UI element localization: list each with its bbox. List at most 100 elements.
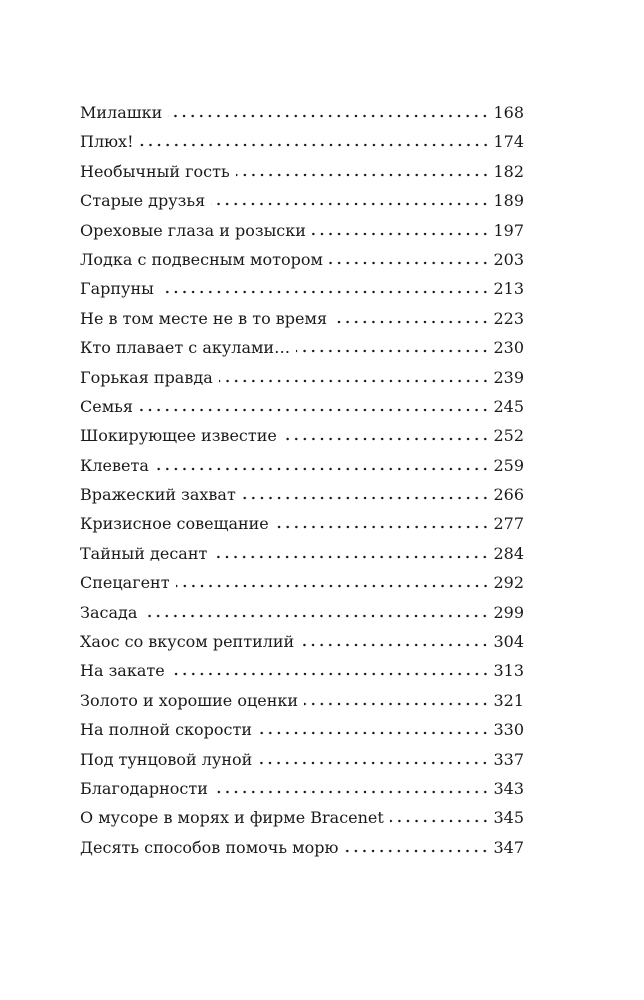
toc-entry: Кто плавает с акулами… 230 xyxy=(80,333,524,362)
dot-leader xyxy=(344,848,490,853)
toc-entry-page: 197 xyxy=(493,220,524,240)
toc-entry-page: 347 xyxy=(493,837,524,857)
toc-entry-page: 304 xyxy=(493,632,524,652)
toc-entry-title: О мусоре в морях и фирме Bracenet xyxy=(80,808,384,828)
toc-entry: Необычный гость 182 xyxy=(80,157,524,186)
toc-entry-page: 345 xyxy=(493,808,524,828)
dot-leader xyxy=(218,378,490,383)
toc-entry: Золото и хорошие оценки 321 xyxy=(80,686,524,715)
toc-entry-title: Золото и хорошие оценки xyxy=(80,690,299,710)
toc-entry-title: На закате xyxy=(80,661,165,681)
toc-entry-page: 292 xyxy=(493,573,524,593)
toc-entry-title: Необычный гость xyxy=(80,161,230,181)
toc-entry-page: 239 xyxy=(493,367,524,387)
toc-entry: Старые друзья 189 xyxy=(80,186,524,215)
toc-entry: Спецагент 292 xyxy=(80,568,524,597)
dot-leader xyxy=(241,496,490,501)
toc-entry-title: На полной скорости xyxy=(80,720,253,740)
toc-entry-page: 266 xyxy=(493,485,524,505)
dot-leader xyxy=(175,584,490,589)
toc-entry-title: Спецагент xyxy=(80,573,170,593)
toc-entry: Лодка с подвесным мотором 203 xyxy=(80,245,524,274)
dot-leader xyxy=(154,466,490,471)
toc-entry-title: Под тунцовой луной xyxy=(80,749,253,769)
toc-entry-page: 252 xyxy=(493,426,524,446)
toc-entry-page: 245 xyxy=(493,396,524,416)
toc-entry-title: Ореховые глаза и розыски xyxy=(80,220,306,240)
toc-entry: На полной скорости 330 xyxy=(80,715,524,744)
dot-leader xyxy=(213,554,490,559)
dot-leader xyxy=(333,319,490,324)
toc-entry-title: Не в том месте не в то время xyxy=(80,308,328,328)
dot-leader xyxy=(235,172,490,177)
toc-entry: Десять способов помочь морю 347 xyxy=(80,833,524,862)
toc-entry-title: Гарпуны xyxy=(80,279,154,299)
toc-entry: Гарпуны 213 xyxy=(80,274,524,303)
dot-leader xyxy=(213,789,490,794)
dot-leader xyxy=(159,290,490,295)
toc-entry-title: Кто плавает с акулами… xyxy=(80,338,291,358)
toc-entry: Ореховые глаза и розыски 197 xyxy=(80,216,524,245)
toc-entry-page: 223 xyxy=(493,308,524,328)
toc-entry-title: Засада xyxy=(80,602,138,622)
toc-entry-title: Клевета xyxy=(80,455,149,475)
toc-entry-page: 337 xyxy=(493,749,524,769)
toc-entry-page: 168 xyxy=(493,103,524,122)
toc-entry-title: Плюх! xyxy=(80,132,134,152)
dot-leader xyxy=(143,613,490,618)
toc-entry-page: 299 xyxy=(493,602,524,622)
toc-entry-title: Семья xyxy=(80,396,133,416)
toc-entry-page: 277 xyxy=(493,514,524,534)
toc-entry: Не в том месте не в то время 223 xyxy=(80,304,524,333)
dot-leader xyxy=(304,701,490,706)
toc-entry-title: Шокирующее известие xyxy=(80,426,277,446)
toc-entry-title: Старые друзья xyxy=(80,191,206,211)
dot-leader xyxy=(170,672,490,677)
toc-entry-page: 230 xyxy=(493,338,524,358)
dot-leader xyxy=(274,525,490,530)
toc-entry-page: 189 xyxy=(493,191,524,211)
toc-entry: О мусоре в морях и фирме Bracenet 345 xyxy=(80,803,524,832)
toc-entry: Вражеский захват 266 xyxy=(80,480,524,509)
dot-leader xyxy=(389,819,490,824)
dot-leader xyxy=(296,349,490,354)
dot-leader xyxy=(258,731,490,736)
toc-entry: Клевета 259 xyxy=(80,451,524,480)
toc-entry-page: 203 xyxy=(493,249,524,269)
dot-leader xyxy=(300,643,490,648)
table-of-contents: Милашки 168 Плюх! 174 Необычный гость 182 Стар… xyxy=(80,98,524,862)
dot-leader xyxy=(168,114,490,118)
toc-entry-title: Тайный десант xyxy=(80,543,208,563)
toc-entry-page: 174 xyxy=(493,132,524,152)
toc-entry-page: 182 xyxy=(493,161,524,181)
toc-entry-title: Хаос со вкусом рептилий xyxy=(80,632,295,652)
toc-entry-page: 343 xyxy=(493,778,524,798)
toc-entry-page: 321 xyxy=(493,690,524,710)
toc-entry: Благодарности 343 xyxy=(80,774,524,803)
toc-entry: На закате 313 xyxy=(80,656,524,685)
toc-entry-page: 313 xyxy=(493,661,524,681)
dot-leader xyxy=(138,407,490,412)
toc-entry-title: Вражеский захват xyxy=(80,485,236,505)
toc-entry: Тайный десант 284 xyxy=(80,539,524,568)
dot-leader xyxy=(211,202,490,207)
toc-entry: Милашки 168 xyxy=(80,98,524,127)
toc-entry: Под тунцовой луной 337 xyxy=(80,745,524,774)
toc-entry-title: Лодка с подвесным мотором xyxy=(80,249,323,269)
toc-entry-page: 259 xyxy=(493,455,524,475)
dot-leader xyxy=(328,260,490,265)
toc-entry: Хаос со вкусом рептилий 304 xyxy=(80,627,524,656)
dot-leader xyxy=(311,231,490,236)
toc-entry-title: Милашки xyxy=(80,103,163,122)
dot-leader xyxy=(139,143,490,148)
toc-entry-title: Горькая правда xyxy=(80,367,213,387)
toc-entry: Плюх! 174 xyxy=(80,127,524,156)
toc-entry-title: Благодарности xyxy=(80,778,208,798)
toc-entry: Горькая правда 239 xyxy=(80,363,524,392)
toc-entry: Шокирующее известие 252 xyxy=(80,421,524,450)
dot-leader xyxy=(258,760,490,765)
toc-entry-page: 284 xyxy=(493,543,524,563)
toc-entry: Кризисное совещание 277 xyxy=(80,509,524,538)
dot-leader xyxy=(282,437,490,442)
toc-entry: Семья 245 xyxy=(80,392,524,421)
